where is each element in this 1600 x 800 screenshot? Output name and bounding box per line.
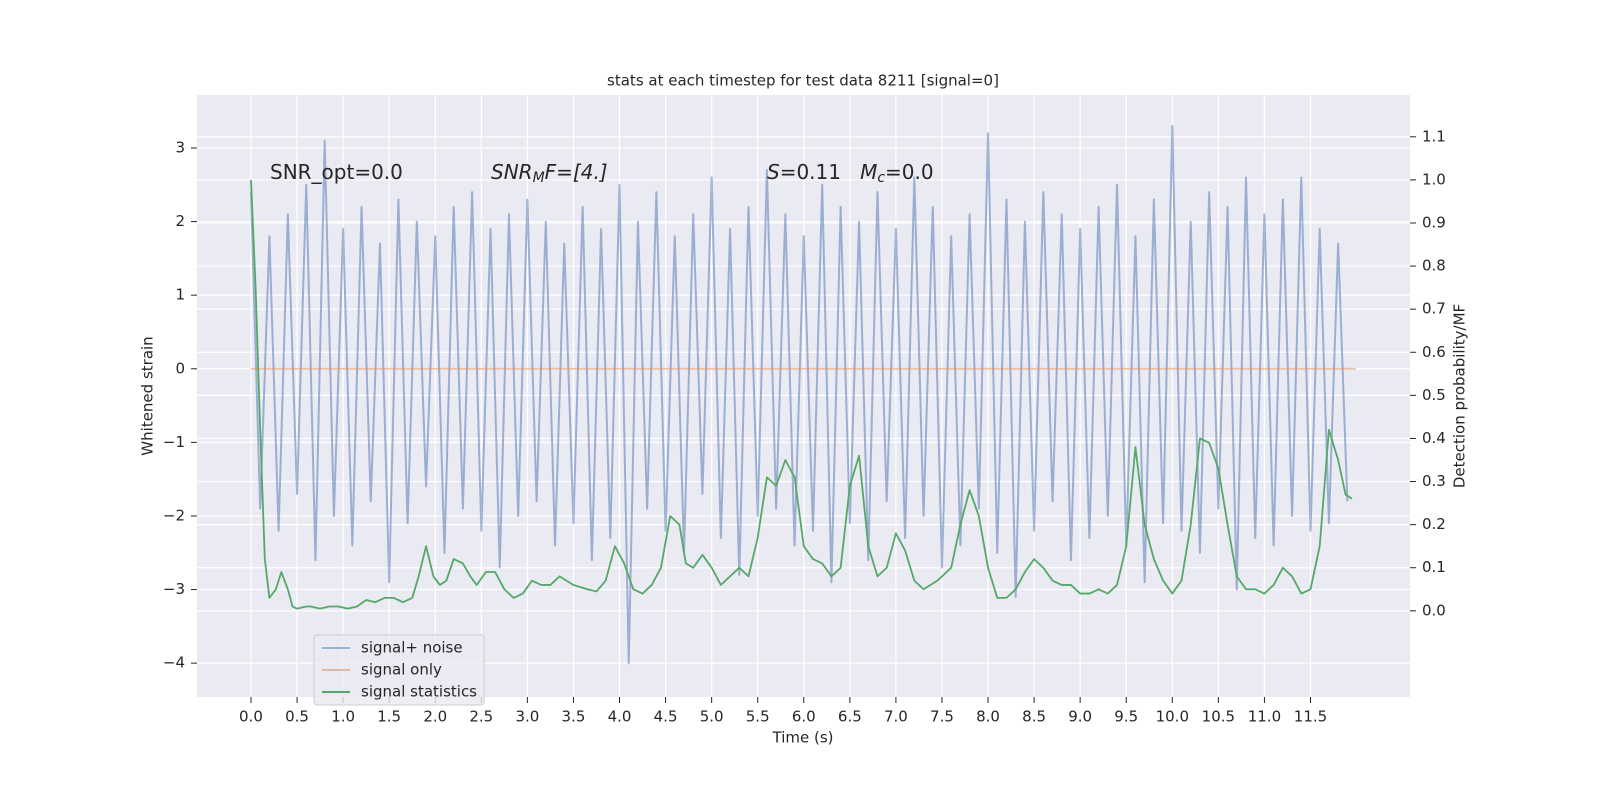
y2-tick-label: 0.1 <box>1422 558 1446 576</box>
y-tick-label: 2 <box>175 212 185 230</box>
y2-tick-label: 0.2 <box>1422 515 1446 533</box>
legend-label: signal statistics <box>361 683 477 701</box>
y-tick-label: 1 <box>175 286 185 304</box>
x-tick-label: 9.0 <box>1068 708 1092 726</box>
x-tick-label: 6.5 <box>838 708 862 726</box>
annotation: SNR_opt=0.0 <box>270 160 403 184</box>
x-tick-label: 8.0 <box>976 708 1000 726</box>
annotation-part: S <box>767 160 780 184</box>
y2-tick-label: 0.5 <box>1422 386 1446 404</box>
x-tick-label: 7.0 <box>884 708 908 726</box>
annotation-part: M <box>533 170 545 186</box>
legend-label: signal only <box>361 661 442 679</box>
y-tick-label: −4 <box>163 654 185 672</box>
annotation-part: SNR <box>491 160 533 184</box>
x-tick-label: 10.5 <box>1202 708 1235 726</box>
x-tick-label: 2.5 <box>469 708 493 726</box>
x-tick-label: 4.0 <box>608 708 632 726</box>
x-tick-label: 3.5 <box>562 708 586 726</box>
annotation-part: c <box>877 170 885 186</box>
annotation: S=0.11 Mc=0.0 <box>767 160 934 187</box>
y2-tick-label: 0.6 <box>1422 343 1446 361</box>
y-tick-label: −3 <box>163 580 185 598</box>
series-line <box>250 179 1353 610</box>
x-tick-label: 6.0 <box>792 708 816 726</box>
x-tick-label: 3.0 <box>515 708 539 726</box>
annotation-part: =0.11 <box>780 160 860 184</box>
y2-tick-label: 0.9 <box>1422 213 1446 231</box>
x-tick-label: 2.0 <box>423 708 447 726</box>
y2-tick-label: 0.4 <box>1422 429 1446 447</box>
y2-tick-label: 0.0 <box>1422 601 1446 619</box>
x-tick-label: 9.5 <box>1114 708 1138 726</box>
marks <box>249 124 1356 665</box>
x-tick-label: 1.0 <box>331 708 355 726</box>
x-axis-label: Time (s) <box>772 729 834 747</box>
x-tick-label: 11.0 <box>1248 708 1281 726</box>
annotation-part: M <box>860 160 877 184</box>
y2-axis-label: Detection probability/MF <box>1451 304 1469 488</box>
annotation-part: F=[4.] <box>545 160 608 184</box>
x-tick-label: 4.5 <box>654 708 678 726</box>
y-tick-label: −1 <box>163 433 185 451</box>
legend: signal+ noise signal only signal statistic… <box>313 634 485 706</box>
y2-tick-label: 0.8 <box>1422 257 1446 275</box>
y-tick-label: −2 <box>163 506 185 524</box>
annotation-part: =0.0 <box>885 160 934 184</box>
x-tick-label: 5.0 <box>700 708 724 726</box>
x-tick-label: 11.5 <box>1294 708 1327 726</box>
legend-box <box>313 634 485 706</box>
x-tick-label: 0.0 <box>239 708 263 726</box>
chart-title: stats at each timestep for test data 821… <box>607 72 999 90</box>
annotation: SNRMF=[4.] <box>491 160 608 187</box>
x-tick-label: 1.5 <box>377 708 401 726</box>
x-tick-label: 10.0 <box>1156 708 1189 726</box>
y-axis-label: Whitened strain <box>139 336 157 455</box>
x-tick-label: 0.5 <box>285 708 309 726</box>
y2-tick-label: 0.3 <box>1422 472 1446 490</box>
y-tick-label: 0 <box>175 359 185 377</box>
y2-tick-label: 0.7 <box>1422 300 1446 318</box>
y-tick-label: 3 <box>175 138 185 156</box>
y2-tick-label: 1.1 <box>1422 127 1446 145</box>
x-tick-label: 5.5 <box>746 708 770 726</box>
x-tick-label: 7.5 <box>930 708 954 726</box>
annotation-part: SNR_opt=0.0 <box>270 160 403 184</box>
series-line <box>249 124 1349 665</box>
legend-label: signal+ noise <box>361 639 463 657</box>
y2-tick-label: 1.0 <box>1422 170 1446 188</box>
x-tick-label: 8.5 <box>1022 708 1046 726</box>
